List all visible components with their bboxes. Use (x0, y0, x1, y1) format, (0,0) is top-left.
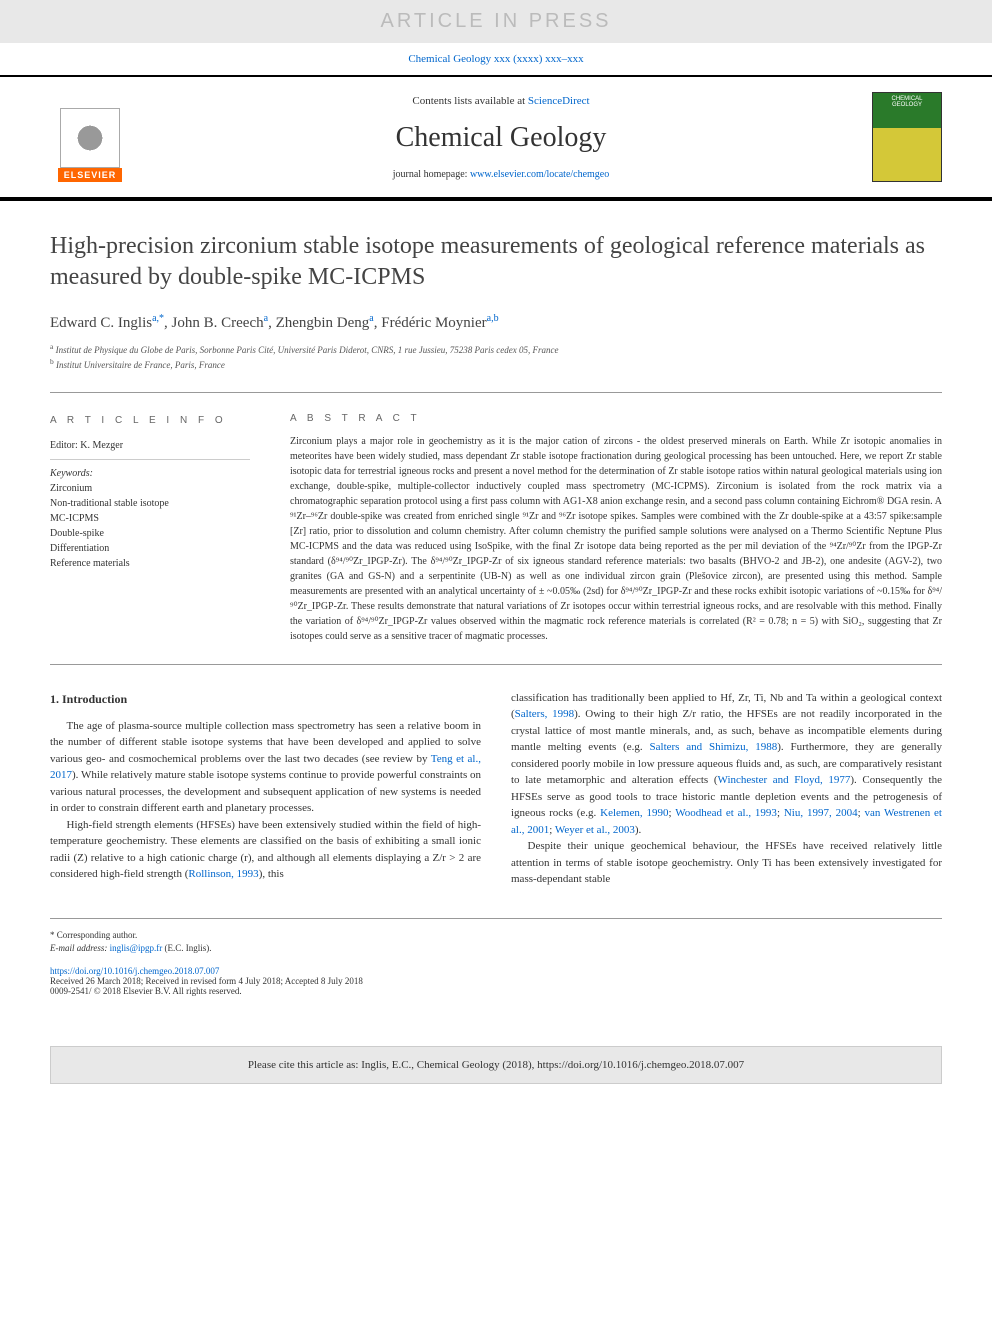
keyword-item: MC-ICPMS (50, 511, 250, 526)
contents-available-line: Contents lists available at ScienceDirec… (130, 95, 872, 107)
elsevier-logo: ELSEVIER (50, 92, 130, 182)
article-in-press-watermark: ARTICLE IN PRESS (0, 0, 992, 43)
affiliation-item: a Institut de Physique du Globe de Paris… (50, 342, 942, 357)
journal-header: ELSEVIER Contents lists available at Sci… (0, 75, 992, 201)
contents-prefix: Contents lists available at (412, 95, 527, 107)
divider (50, 664, 942, 665)
abstract-heading: A B S T R A C T (290, 413, 942, 424)
info-abstract-row: A R T I C L E I N F O Editor: K. Mezger … (50, 413, 942, 644)
citation-link[interactable]: Salters, 1998 (515, 708, 574, 720)
citation-link[interactable]: Niu, 1997, 2004 (784, 807, 858, 819)
authors-list: Edward C. Inglisa,*, John B. Creecha, Zh… (50, 313, 942, 332)
editor-name: K. Mezger (80, 440, 123, 451)
keyword-item: Non-traditional stable isotope (50, 496, 250, 511)
paragraph: classification has traditionally been ap… (511, 690, 942, 839)
abstract-text: Zirconium plays a major role in geochemi… (290, 434, 942, 644)
keyword-item: Reference materials (50, 556, 250, 571)
homepage-prefix: journal homepage: (393, 169, 470, 180)
citation-link[interactable]: Weyer et al., 2003 (555, 824, 635, 836)
article-title: High-precision zirconium stable isotope … (50, 231, 942, 293)
email-attribution: (E.C. Inglis). (164, 943, 211, 953)
paragraph: High-field strength elements (HFSEs) hav… (50, 817, 481, 883)
citation-link[interactable]: Teng et al., 2017 (50, 753, 481, 782)
journal-ref-link[interactable]: Chemical Geology xxx (xxxx) xxx–xxx (408, 53, 583, 65)
abstract-column: A B S T R A C T Zirconium plays a major … (290, 413, 942, 644)
paragraph: The age of plasma-source multiple collec… (50, 718, 481, 817)
email-label: E-mail address: (50, 943, 107, 953)
homepage-line: journal homepage: www.elsevier.com/locat… (130, 169, 872, 180)
journal-homepage-link[interactable]: www.elsevier.com/locate/chemgeo (470, 169, 609, 180)
article-info-heading: A R T I C L E I N F O (50, 413, 250, 428)
citation-box: Please cite this article as: Inglis, E.C… (50, 1046, 942, 1084)
doi-block: https://doi.org/10.1016/j.chemgeo.2018.0… (50, 966, 942, 996)
divider (50, 392, 942, 393)
copyright-line: 0009-2541/ © 2018 Elsevier B.V. All righ… (50, 986, 942, 996)
sciencedirect-link[interactable]: ScienceDirect (528, 95, 590, 107)
footnotes: * Corresponding author. E-mail address: … (50, 918, 942, 956)
author-email-link[interactable]: inglis@ipgp.fr (110, 943, 163, 953)
journal-cover-thumbnail: CHEMICAL GEOLOGY (872, 92, 942, 182)
keywords-label: Keywords: (50, 466, 250, 481)
keyword-item: Differentiation (50, 541, 250, 556)
keyword-item: Zirconium (50, 481, 250, 496)
intro-heading: 1. Introduction (50, 690, 481, 708)
citation-link[interactable]: Kelemen, 1990 (600, 807, 668, 819)
article-body: High-precision zirconium stable isotope … (0, 201, 992, 1026)
watermark-text: ARTICLE IN PRESS (380, 10, 611, 32)
affiliation-item: b Institut Universitaire de France, Pari… (50, 357, 942, 372)
citation-link[interactable]: Salters and Shimizu, 1988 (650, 741, 778, 753)
corresponding-author-note: * Corresponding author. (50, 929, 942, 943)
doi-link[interactable]: https://doi.org/10.1016/j.chemgeo.2018.0… (50, 966, 219, 976)
affiliations: a Institut de Physique du Globe de Paris… (50, 342, 942, 371)
keywords-list: ZirconiumNon-traditional stable isotopeM… (50, 481, 250, 571)
citation-text: Please cite this article as: Inglis, E.C… (248, 1059, 744, 1071)
paragraph: Despite their unique geochemical behavio… (511, 838, 942, 888)
elsevier-label: ELSEVIER (58, 168, 123, 182)
journal-reference-line: Chemical Geology xxx (xxxx) xxx–xxx (0, 43, 992, 75)
left-column: 1. Introduction The age of plasma-source… (50, 690, 481, 888)
main-content-columns: 1. Introduction The age of plasma-source… (50, 690, 942, 888)
article-info-column: A R T I C L E I N F O Editor: K. Mezger … (50, 413, 250, 644)
elsevier-tree-icon (60, 108, 120, 168)
email-line: E-mail address: inglis@ipgp.fr (E.C. Ing… (50, 942, 942, 956)
citation-link[interactable]: Woodhead et al., 1993 (675, 807, 777, 819)
cover-title: CHEMICAL GEOLOGY (873, 93, 941, 111)
keyword-item: Double-spike (50, 526, 250, 541)
header-center: Contents lists available at ScienceDirec… (130, 95, 872, 180)
right-column: classification has traditionally been ap… (511, 690, 942, 888)
journal-name: Chemical Geology (130, 122, 872, 154)
citation-link[interactable]: Winchester and Floyd, 1977 (718, 774, 851, 786)
citation-link[interactable]: Rollinson, 1993 (188, 868, 258, 880)
editor-line: Editor: K. Mezger (50, 438, 250, 460)
editor-label: Editor: (50, 440, 78, 451)
received-dates: Received 26 March 2018; Received in revi… (50, 976, 942, 986)
